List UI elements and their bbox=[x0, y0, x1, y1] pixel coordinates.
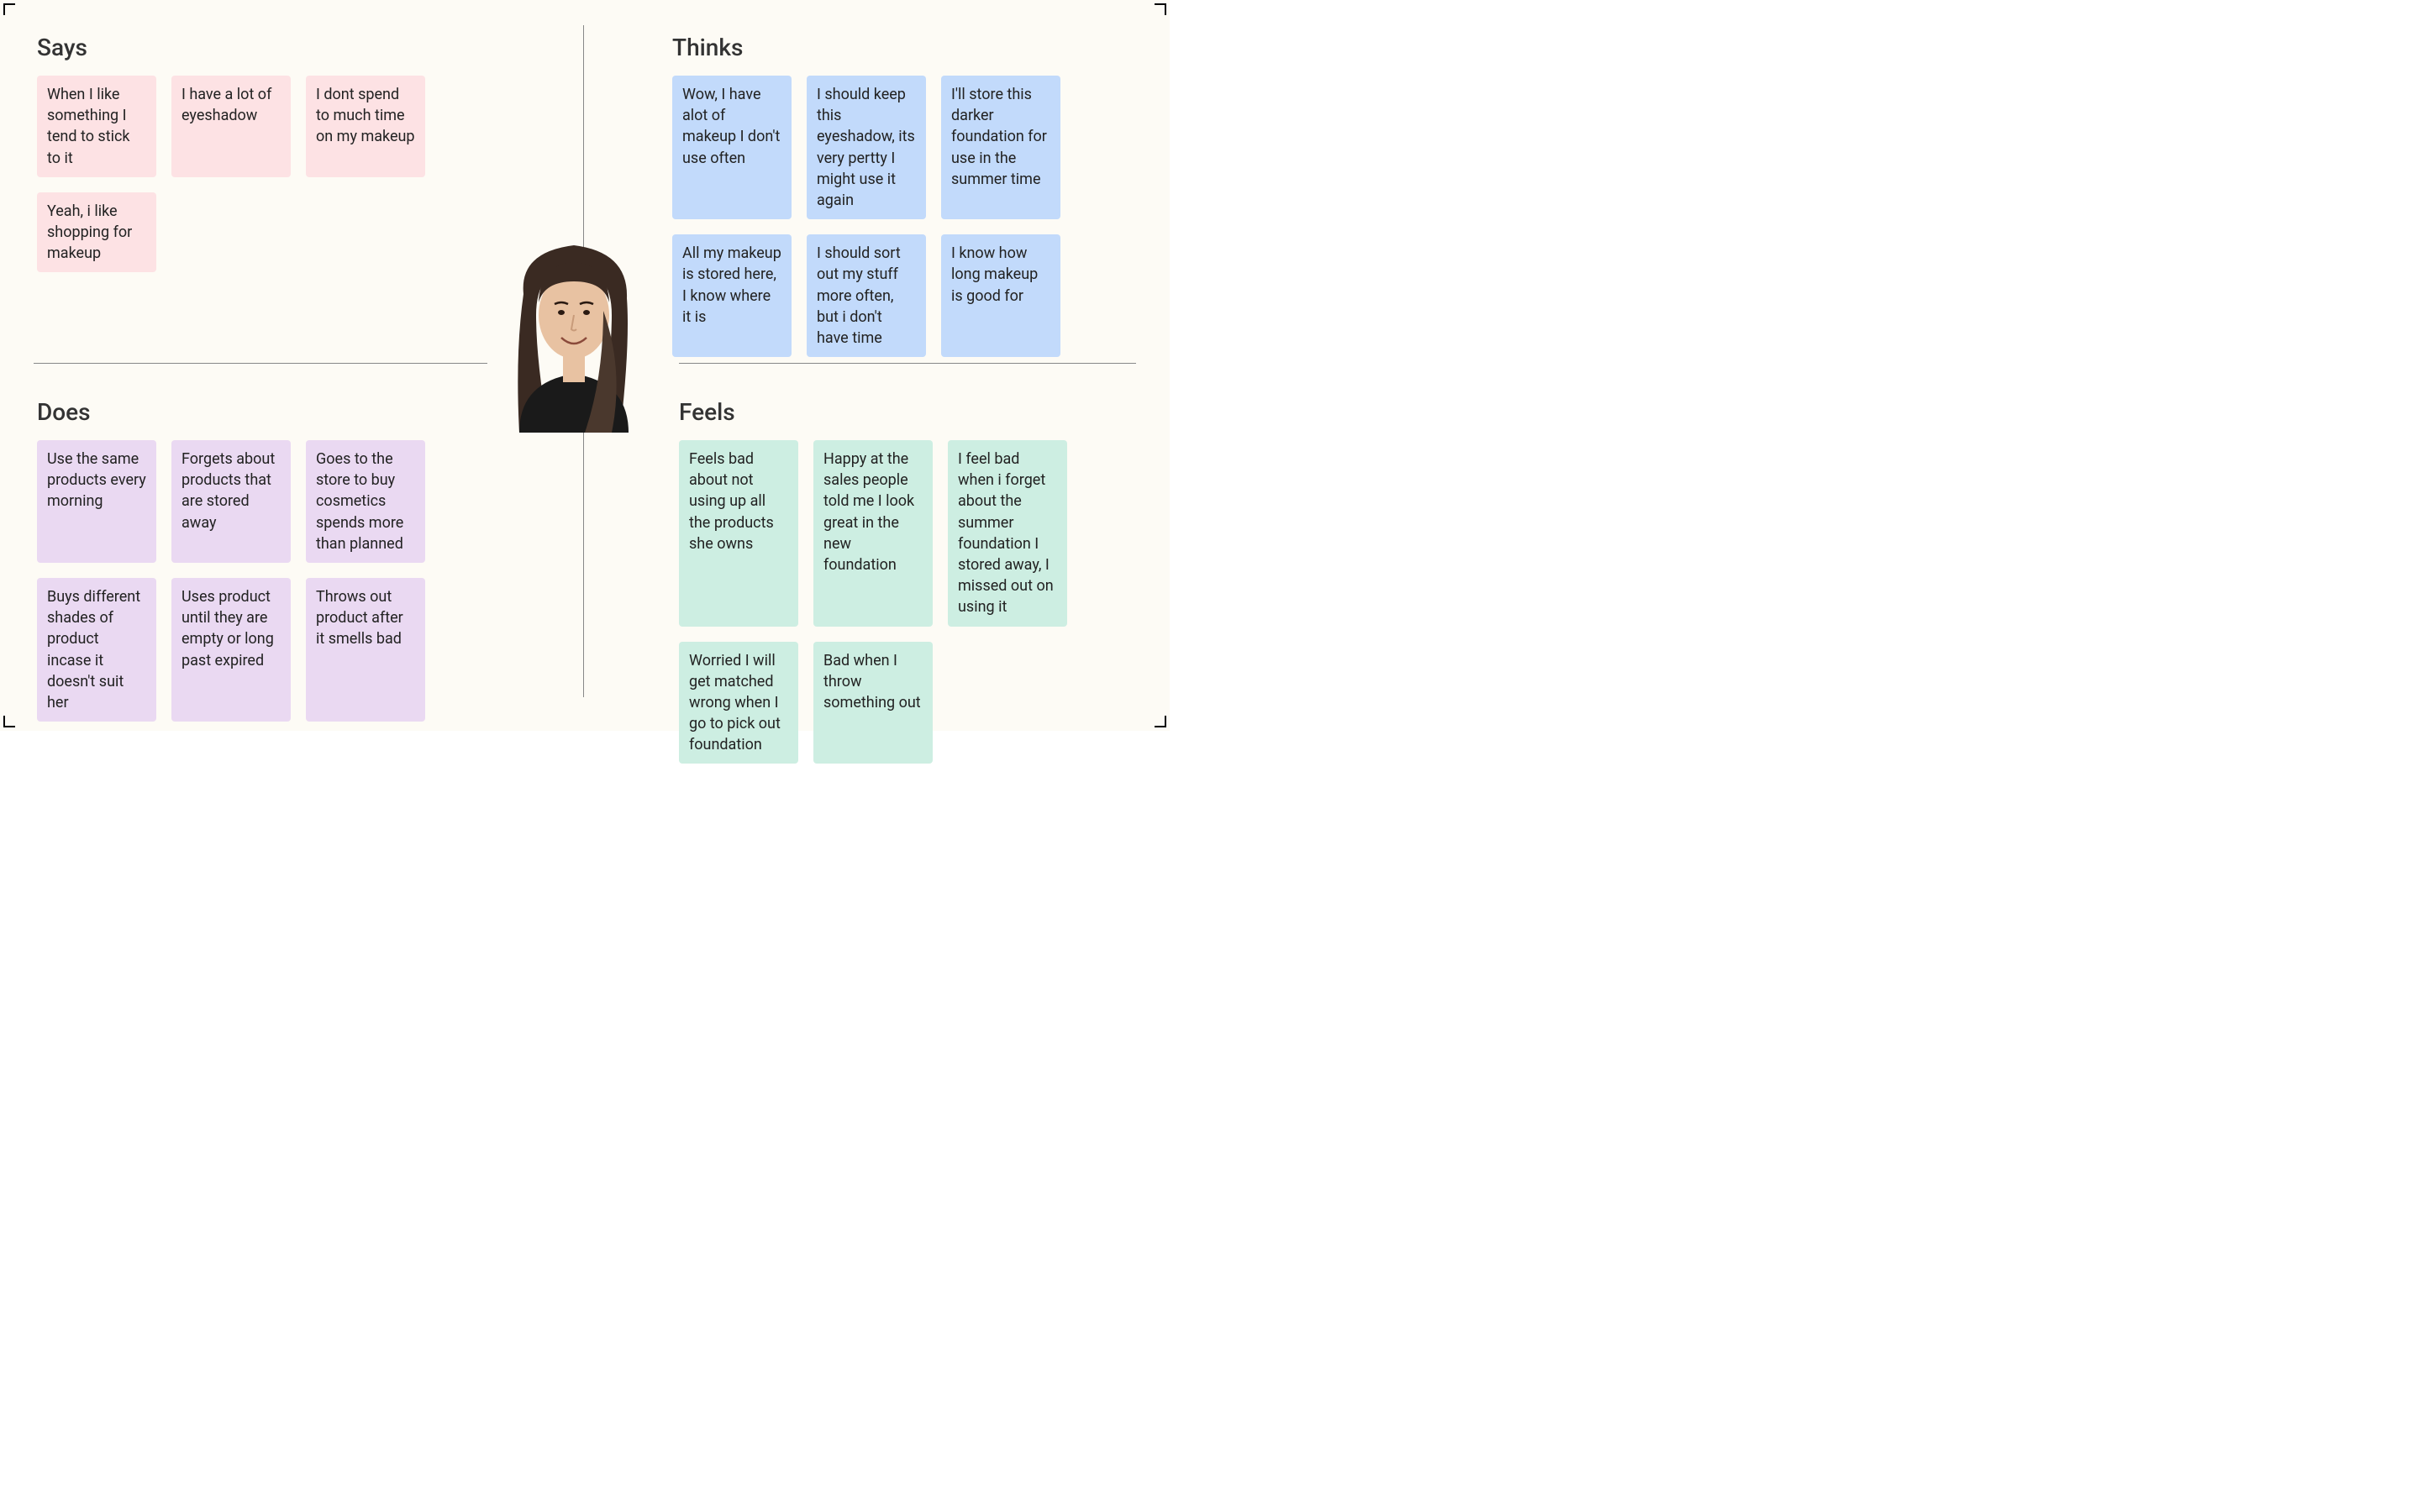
persona-image bbox=[486, 235, 662, 433]
crop-mark-icon bbox=[3, 3, 15, 15]
says-card[interactable]: Yeah, i like shopping for makeup bbox=[37, 192, 156, 273]
does-card[interactable]: Use the same products every morning bbox=[37, 440, 156, 563]
crop-mark-icon bbox=[1155, 3, 1166, 15]
feels-card[interactable]: I feel bad when i forget about the summe… bbox=[948, 440, 1067, 627]
crop-mark-icon bbox=[3, 716, 15, 727]
says-grid: When I like something I tend to stick to… bbox=[37, 76, 457, 272]
says-card[interactable]: I dont spend to much time on my makeup bbox=[306, 76, 425, 177]
says-card[interactable]: I have a lot of eyeshadow bbox=[171, 76, 291, 177]
horizontal-divider-left bbox=[34, 363, 487, 364]
does-card[interactable]: Uses product until they are empty or lon… bbox=[171, 578, 291, 722]
thinks-card[interactable]: I know how long makeup is good for bbox=[941, 234, 1060, 357]
thinks-grid: Wow, I have alot of makeup I don't use o… bbox=[672, 76, 1092, 357]
thinks-title: Thinks bbox=[672, 34, 743, 61]
does-title: Does bbox=[37, 398, 91, 426]
thinks-card[interactable]: All my makeup is stored here, I know whe… bbox=[672, 234, 792, 357]
feels-card[interactable]: Worried I will get matched wrong when I … bbox=[679, 642, 798, 764]
thinks-card[interactable]: Wow, I have alot of makeup I don't use o… bbox=[672, 76, 792, 219]
horizontal-divider-right bbox=[679, 363, 1136, 364]
crop-mark-icon bbox=[1155, 716, 1166, 727]
feels-grid: Feels bad about not using up all the pro… bbox=[679, 440, 1099, 764]
does-card[interactable]: Buys different shades of product incase … bbox=[37, 578, 156, 722]
does-card[interactable]: Throws out product after it smells bad bbox=[306, 578, 425, 722]
thinks-card[interactable]: I'll store this darker foundation for us… bbox=[941, 76, 1060, 219]
feels-title: Feels bbox=[679, 398, 735, 426]
feels-card[interactable]: Feels bad about not using up all the pro… bbox=[679, 440, 798, 627]
says-title: Says bbox=[37, 34, 87, 61]
thinks-card[interactable]: I should keep this eyeshadow, its very p… bbox=[807, 76, 926, 219]
does-grid: Use the same products every morningForge… bbox=[37, 440, 457, 722]
says-card[interactable]: When I like something I tend to stick to… bbox=[37, 76, 156, 177]
does-card[interactable]: Goes to the store to buy cosmetics spend… bbox=[306, 440, 425, 563]
thinks-card[interactable]: I should sort out my stuff more often, b… bbox=[807, 234, 926, 357]
feels-card[interactable]: Happy at the sales people told me I look… bbox=[813, 440, 933, 627]
does-card[interactable]: Forgets about products that are stored a… bbox=[171, 440, 291, 563]
feels-card[interactable]: Bad when I throw something out bbox=[813, 642, 933, 764]
empathy-map-canvas: Says When I like something I tend to sti… bbox=[0, 0, 1170, 731]
